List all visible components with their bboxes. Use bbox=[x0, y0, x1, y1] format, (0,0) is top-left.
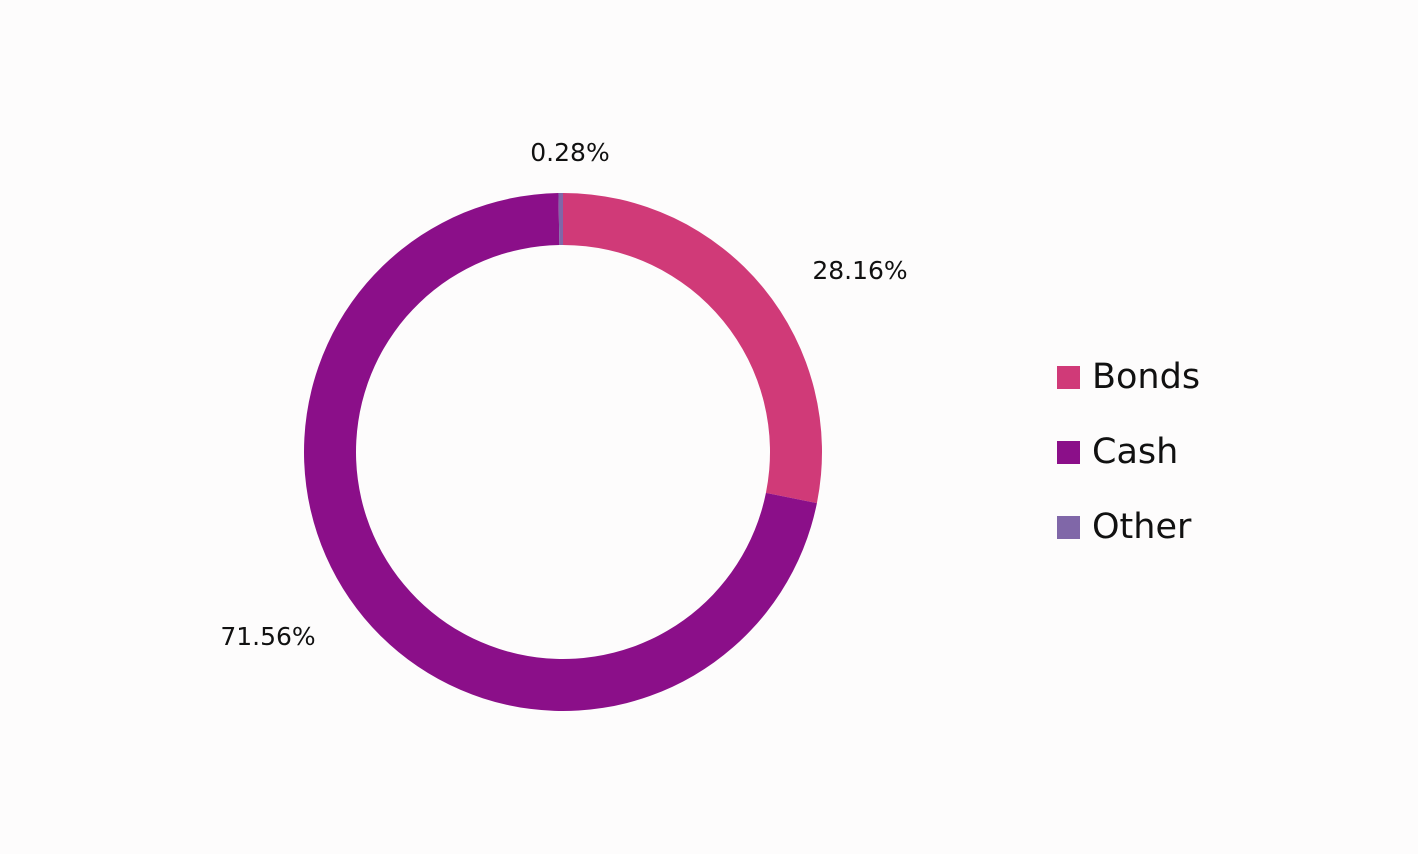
legend-swatch-cash bbox=[1057, 440, 1080, 464]
donut-slices bbox=[303, 193, 822, 712]
legend-item-bonds: Bonds bbox=[1057, 352, 1200, 402]
chart-legend: Bonds Cash Other bbox=[1057, 352, 1200, 577]
donut-slice-other bbox=[558, 193, 563, 246]
legend-label-other: Other bbox=[1092, 507, 1192, 547]
data-label-cash: 71.56% bbox=[220, 622, 315, 651]
legend-label-cash: Cash bbox=[1092, 432, 1179, 472]
legend-swatch-bonds bbox=[1057, 365, 1080, 389]
donut-slice-bonds bbox=[563, 193, 822, 504]
donut-data-labels: 28.16% 71.56% 0.28% bbox=[220, 138, 907, 651]
legend-item-cash: Cash bbox=[1057, 427, 1200, 477]
legend-item-other: Other bbox=[1057, 502, 1200, 552]
data-label-other: 0.28% bbox=[530, 138, 609, 167]
legend-label-bonds: Bonds bbox=[1092, 357, 1201, 397]
data-label-bonds: 28.16% bbox=[812, 256, 907, 285]
legend-swatch-other bbox=[1057, 515, 1080, 539]
